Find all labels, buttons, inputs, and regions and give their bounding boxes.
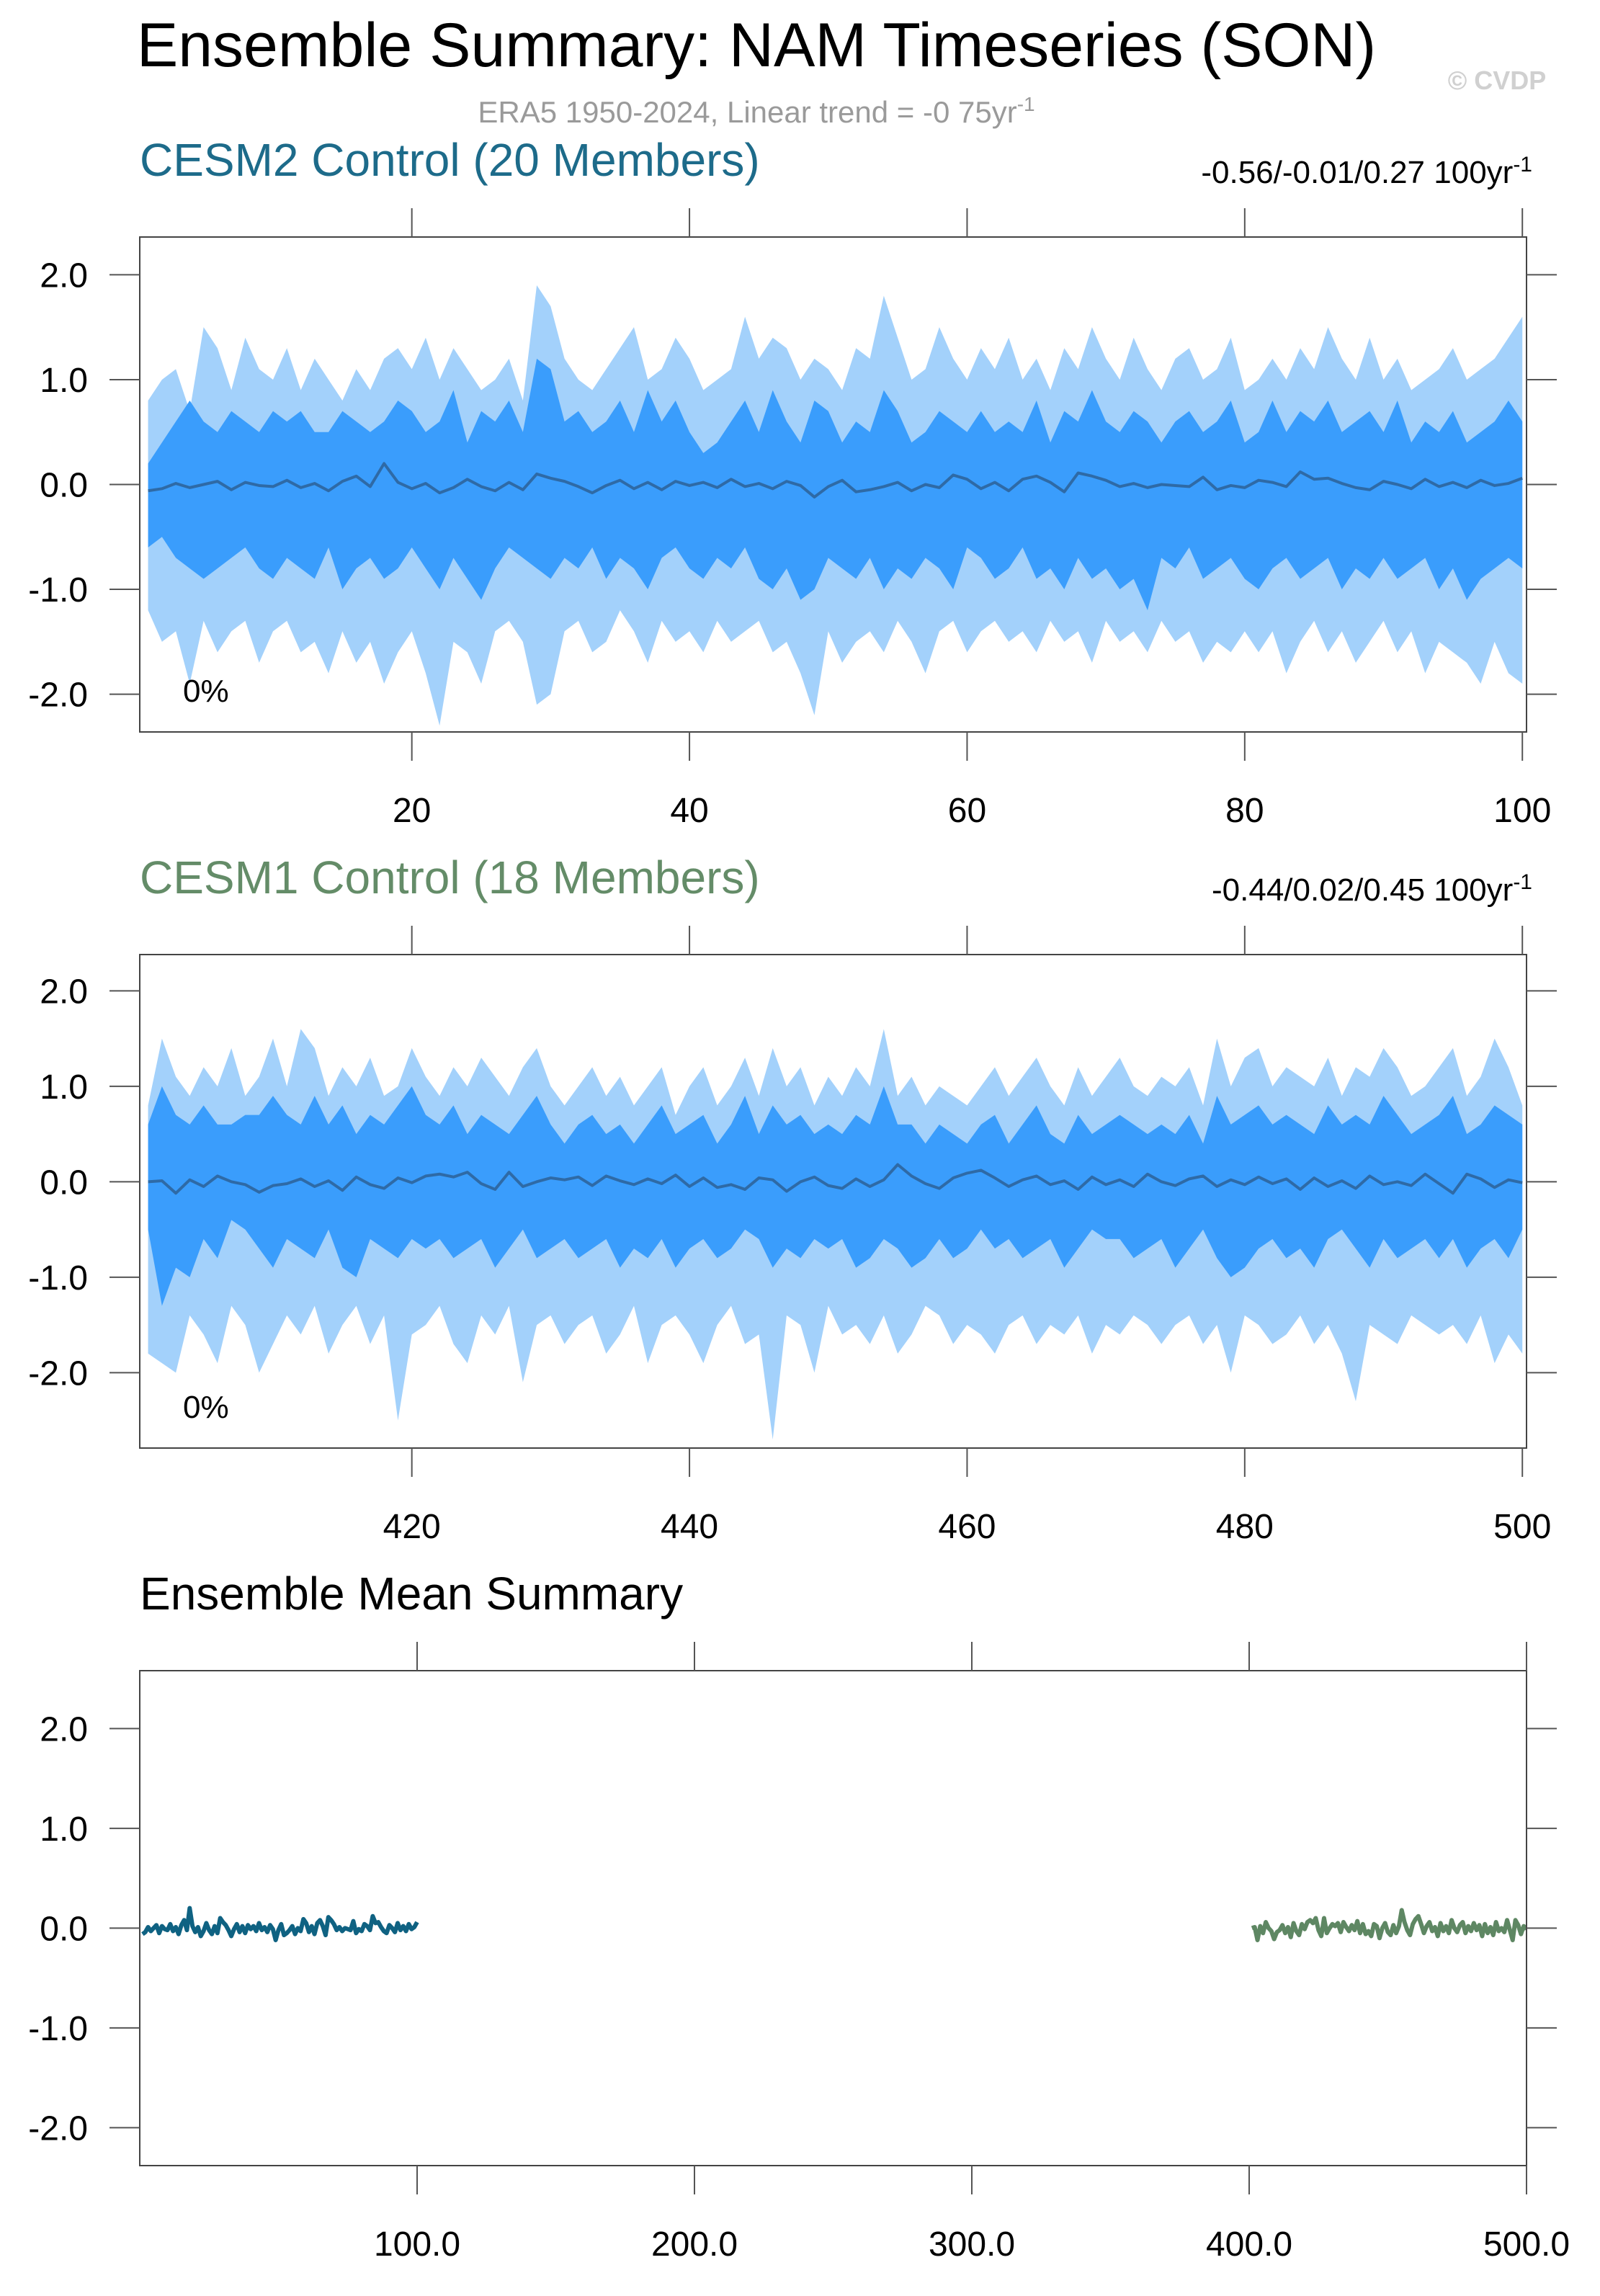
y-tick-label: 1.0 — [40, 1810, 88, 1849]
band-area — [148, 1086, 1523, 1306]
y-tick-label: 1.0 — [40, 1068, 88, 1107]
x-tick-label: 500.0 — [1483, 2225, 1570, 2264]
x-tick-label: 480 — [1216, 1508, 1274, 1546]
annotation: 0% — [183, 674, 229, 709]
x-tick-label: 300.0 — [929, 2225, 1015, 2264]
figure-title: Ensemble Summary: NAM Timeseries (SON) — [137, 11, 1376, 80]
y-tick-label: -1.0 — [28, 2010, 88, 2048]
annotation: 0% — [183, 1390, 229, 1425]
panel-stats: -0.44/0.02/0.45 100yr-1 — [1212, 870, 1532, 908]
y-tick-label: 0.0 — [40, 1910, 88, 1948]
y-tick-label: 0.0 — [40, 1163, 88, 1202]
y-tick-label: -1.0 — [28, 1259, 88, 1297]
mean-line — [148, 1163, 1523, 1195]
x-tick-label: 460 — [938, 1508, 996, 1546]
x-tick-label: 100 — [1493, 792, 1551, 830]
panel-title: CESM2 Control (20 Members) — [140, 134, 760, 186]
subtitle: ERA5 1950-2024, Linear trend = -0 75yr-1 — [478, 93, 1034, 129]
x-tick-label: 40 — [670, 792, 708, 830]
stats-superscript: -1 — [1513, 870, 1532, 894]
x-tick-label: 60 — [948, 792, 986, 830]
stats-text: -0.56/-0.01/0.27 100yr — [1201, 155, 1513, 190]
x-tick-label: 20 — [393, 792, 431, 830]
y-tick-label: 1.0 — [40, 362, 88, 400]
series-line — [141, 1906, 419, 1942]
x-tick-label: 500 — [1493, 1508, 1551, 1546]
y-tick-label: 2.0 — [40, 1710, 88, 1748]
y-tick-label: 2.0 — [40, 256, 88, 295]
x-tick-label: 420 — [383, 1508, 441, 1546]
panel-title: CESM1 Control (18 Members) — [140, 852, 760, 903]
y-tick-label: 2.0 — [40, 973, 88, 1011]
panel-stats: -0.56/-0.01/0.27 100yr-1 — [1201, 153, 1532, 190]
subtitle-superscript: -1 — [1017, 93, 1035, 115]
x-tick-label: 440 — [661, 1508, 718, 1546]
stats-superscript: -1 — [1513, 153, 1532, 177]
subtitle-text: ERA5 1950-2024, Linear trend = -0 75yr — [478, 95, 1016, 129]
y-tick-label: -2.0 — [28, 1354, 88, 1393]
x-tick-label: 400.0 — [1206, 2225, 1292, 2264]
y-tick-label: -2.0 — [28, 676, 88, 715]
y-tick-label: -1.0 — [28, 571, 88, 609]
panel-title: Ensemble Mean Summary — [140, 1568, 683, 1620]
y-tick-label: 0.0 — [40, 467, 88, 505]
plot-frame — [139, 954, 1527, 1449]
y-tick-label: -2.0 — [28, 2109, 88, 2148]
watermark: © CVDP — [1448, 66, 1547, 95]
x-tick-label: 100.0 — [374, 2225, 460, 2264]
x-tick-label: 80 — [1225, 792, 1264, 830]
series-line — [1251, 1908, 1527, 1942]
plot-frame — [139, 1670, 1527, 2166]
stats-text: -0.44/0.02/0.45 100yr — [1212, 872, 1513, 908]
x-tick-label: 200.0 — [651, 2225, 738, 2264]
mean-line — [148, 462, 1523, 499]
